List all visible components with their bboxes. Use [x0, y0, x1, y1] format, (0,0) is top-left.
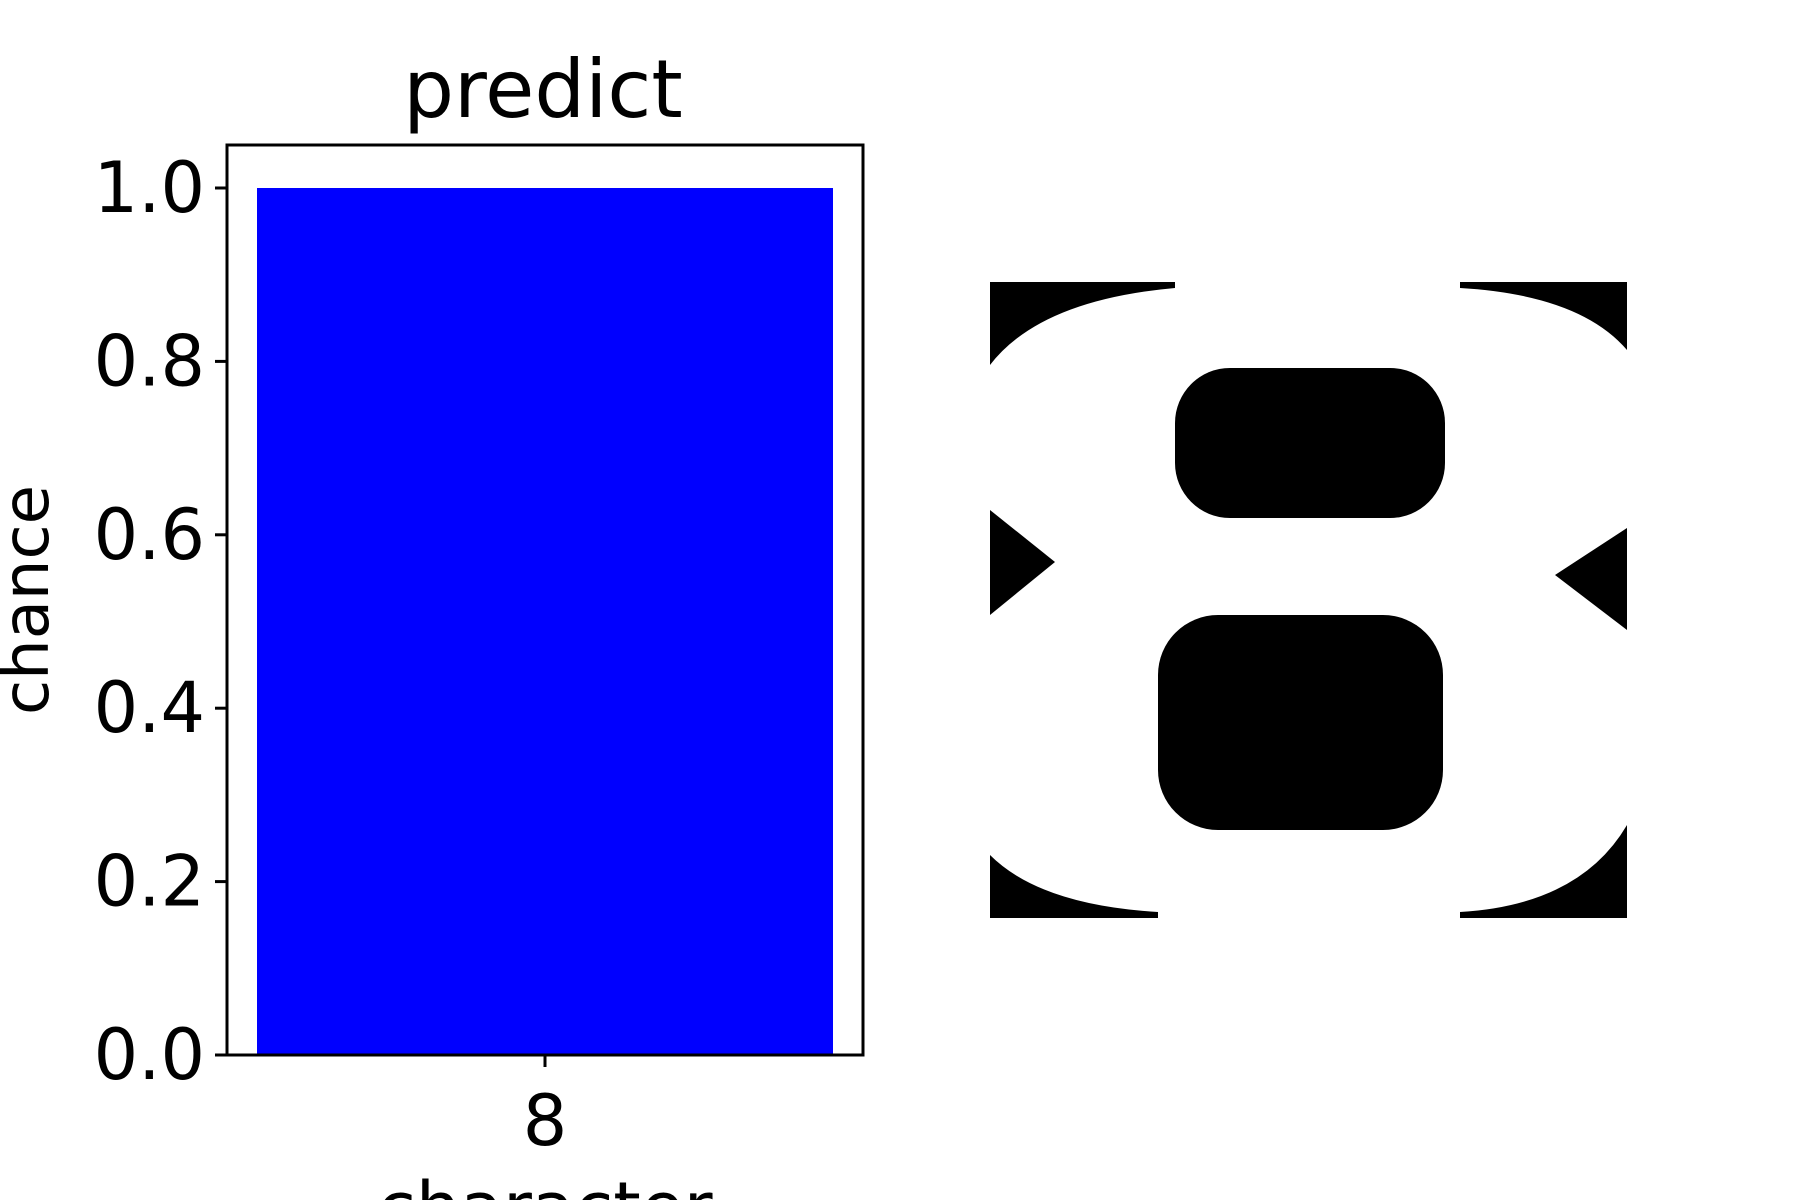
y-tick-label: 0.8	[94, 320, 205, 402]
bar-8	[257, 188, 833, 1055]
y-tick-label: 0.4	[94, 667, 205, 749]
corner-bottom-left	[990, 855, 1158, 918]
digit-image	[990, 282, 1627, 918]
notch-right	[1555, 528, 1627, 630]
y-axis-label: chance	[0, 485, 64, 715]
y-tick-label: 0.6	[94, 494, 205, 576]
x-tick-label: 8	[523, 1080, 568, 1162]
hole-lower	[1158, 615, 1443, 830]
corner-bottom-right	[1460, 825, 1627, 918]
chart-title: predict	[403, 43, 683, 136]
x-axis-label: character	[377, 1167, 712, 1200]
corner-top-right	[1460, 282, 1627, 350]
notch-left	[990, 510, 1055, 615]
y-tick-label: 0.2	[94, 841, 205, 923]
bar-chart: predict 0.0 0.2 0.4 0.6 0.8 1.0 8 chance char…	[0, 43, 865, 1204]
y-tick-label: 0.0	[94, 1014, 205, 1096]
bars-group	[257, 188, 833, 1055]
corner-top-left	[990, 282, 1175, 365]
x-axis-ticks: 8	[523, 1055, 568, 1162]
y-tick-label: 1.0	[94, 147, 205, 229]
y-axis-ticks: 0.0 0.2 0.4 0.6 0.8 1.0	[94, 147, 227, 1096]
hole-upper	[1175, 368, 1445, 518]
